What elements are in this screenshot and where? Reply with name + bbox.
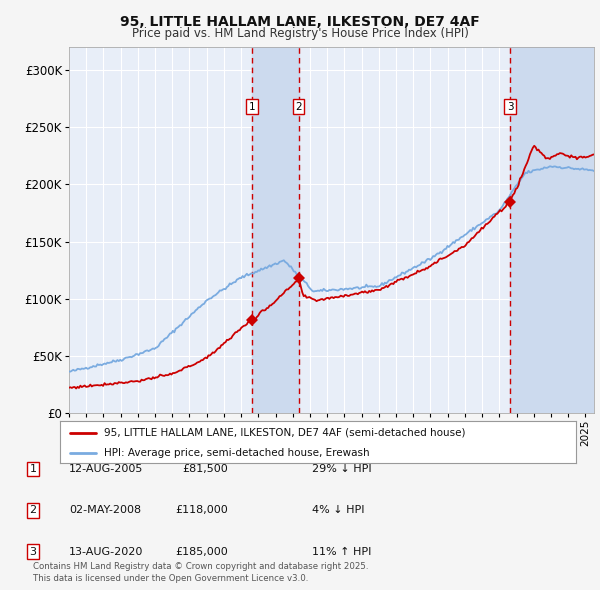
Text: 2: 2 (295, 101, 302, 112)
Text: 1: 1 (29, 464, 37, 474)
Text: 13-AUG-2020: 13-AUG-2020 (69, 547, 143, 556)
Text: 29% ↓ HPI: 29% ↓ HPI (312, 464, 371, 474)
Bar (252, 47, 299, 413)
Bar (510, 47, 594, 413)
Text: 95, LITTLE HALLAM LANE, ILKESTON, DE7 4AF (semi-detached house): 95, LITTLE HALLAM LANE, ILKESTON, DE7 4A… (104, 428, 466, 438)
Text: 2: 2 (29, 506, 37, 515)
Text: 3: 3 (29, 547, 37, 556)
Text: 02-MAY-2008: 02-MAY-2008 (69, 506, 141, 515)
Text: Price paid vs. HM Land Registry's House Price Index (HPI): Price paid vs. HM Land Registry's House … (131, 27, 469, 40)
Text: 12-AUG-2005: 12-AUG-2005 (69, 464, 143, 474)
Text: 4% ↓ HPI: 4% ↓ HPI (312, 506, 365, 515)
Text: 3: 3 (507, 101, 514, 112)
Text: £81,500: £81,500 (182, 464, 228, 474)
Text: Contains HM Land Registry data © Crown copyright and database right 2025.
This d: Contains HM Land Registry data © Crown c… (33, 562, 368, 583)
Text: £185,000: £185,000 (175, 547, 228, 556)
Text: 1: 1 (248, 101, 255, 112)
Text: 11% ↑ HPI: 11% ↑ HPI (312, 547, 371, 556)
Text: £118,000: £118,000 (175, 506, 228, 515)
Text: 95, LITTLE HALLAM LANE, ILKESTON, DE7 4AF: 95, LITTLE HALLAM LANE, ILKESTON, DE7 4A… (120, 15, 480, 29)
Text: HPI: Average price, semi-detached house, Erewash: HPI: Average price, semi-detached house,… (104, 448, 370, 457)
